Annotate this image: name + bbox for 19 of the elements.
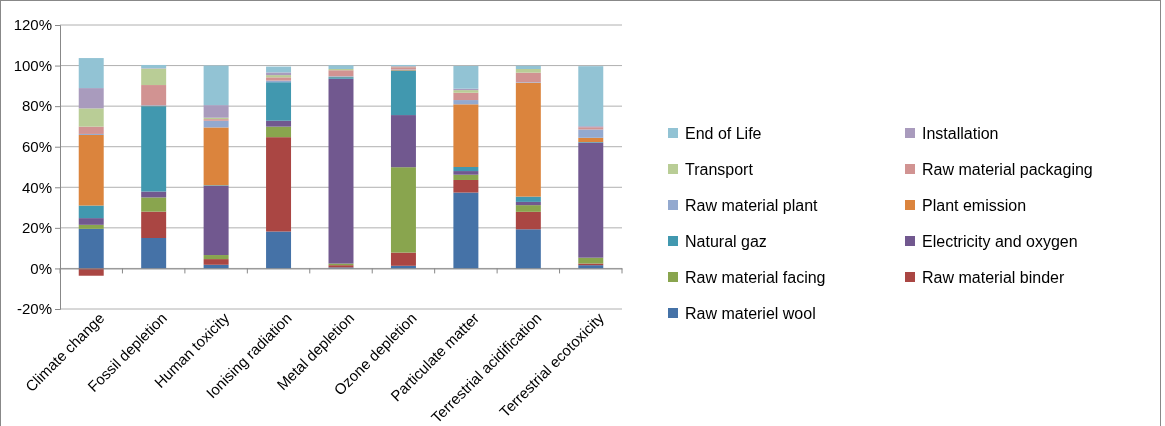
legend-label: Plant emission bbox=[922, 196, 1027, 214]
legend-label: Raw material facing bbox=[685, 268, 826, 286]
legend-label: Raw material plant bbox=[685, 196, 819, 214]
legend-label: Raw material packaging bbox=[922, 160, 1093, 178]
y-tick-label: 0% bbox=[30, 259, 52, 277]
legend-label: End of Life bbox=[685, 124, 762, 142]
legend-label: Transport bbox=[685, 160, 754, 178]
legend-label: Natural gaz bbox=[685, 232, 767, 250]
y-tick-label: -20% bbox=[16, 300, 52, 318]
y-tick-label: 100% bbox=[13, 56, 52, 74]
y-tick-label: 60% bbox=[21, 138, 52, 156]
legend-label: Raw materiel wool bbox=[685, 304, 816, 322]
legend-label: Installation bbox=[922, 124, 999, 142]
y-tick-label: 20% bbox=[21, 219, 52, 237]
legend-label: Raw material binder bbox=[922, 268, 1065, 286]
y-tick-label: 120% bbox=[13, 16, 52, 34]
y-tick-label: 40% bbox=[21, 178, 52, 196]
y-tick-label: 80% bbox=[21, 97, 52, 115]
legend-label: Electricity and oxygen bbox=[922, 232, 1078, 250]
